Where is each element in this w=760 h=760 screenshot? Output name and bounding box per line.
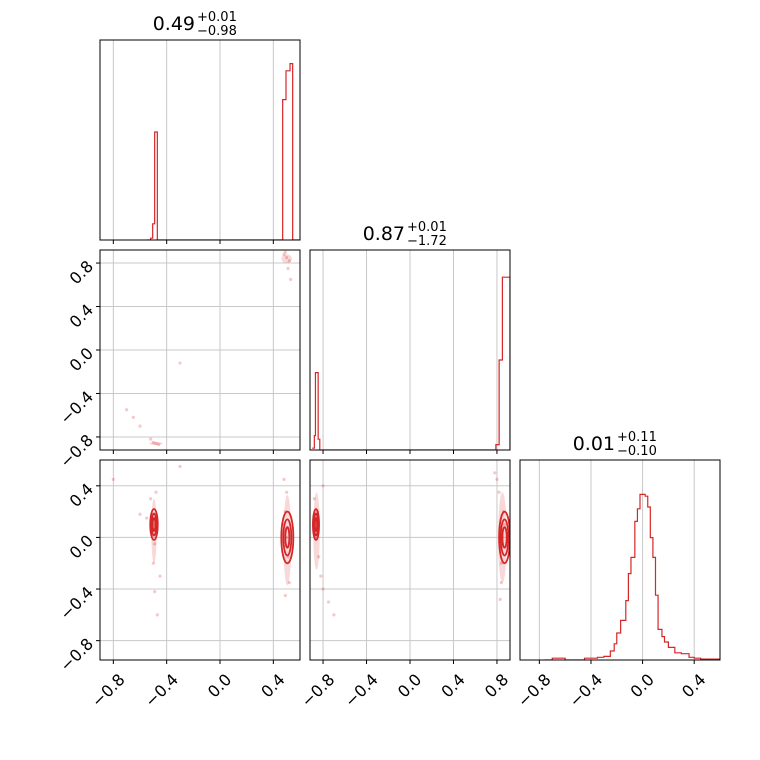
histogram-1 <box>312 276 510 450</box>
x-tick-label: −0.8 <box>88 670 129 711</box>
x-tick-label: −0.4 <box>141 670 182 711</box>
histogram-2 <box>544 493 720 660</box>
scatter-point <box>138 512 142 516</box>
scatter-point <box>178 464 182 469</box>
scatter-point <box>495 477 499 481</box>
title-plus-0: +0.01 <box>197 10 237 25</box>
title-minus-1: −1.72 <box>407 234 447 249</box>
scatter-point <box>497 490 501 494</box>
y-tick-label: −0.8 <box>56 634 97 675</box>
title-value-2: 0.01 <box>573 433 615 455</box>
scatter-point <box>153 542 157 546</box>
scatter-point <box>287 580 291 585</box>
y-tick-label: −0.8 <box>56 431 97 472</box>
contour-line <box>280 510 295 565</box>
scatter-point <box>502 522 507 527</box>
scatter-point <box>138 424 142 428</box>
scatter-point <box>131 415 135 419</box>
contour-line <box>149 508 159 541</box>
scatter-point <box>155 613 159 617</box>
contour-line <box>501 526 508 549</box>
y-tick-label: 0.4 <box>66 300 97 331</box>
x-tick-label: 0.4 <box>678 670 709 701</box>
y-tick-label: 0.0 <box>66 344 97 375</box>
scatter-point <box>289 277 293 281</box>
y-tick-label: −0.4 <box>56 387 97 428</box>
scatter-point <box>286 266 290 271</box>
scatter-point <box>499 580 503 585</box>
x-tick-label: 0.4 <box>257 670 288 701</box>
title-value-0: 0.49 <box>153 13 195 35</box>
contour-line <box>150 512 158 537</box>
x-tick-label: −0.4 <box>341 670 382 711</box>
scatter-point <box>151 440 155 444</box>
scatter-point <box>317 555 321 559</box>
scatter-point <box>287 259 291 263</box>
scatter-point <box>312 497 316 501</box>
scatter-point <box>332 613 336 617</box>
contour-line <box>282 518 293 557</box>
scatter-point <box>154 490 158 494</box>
x-tick-label: 0.0 <box>626 670 657 701</box>
scatter-point <box>319 574 323 578</box>
scatter-point <box>158 574 162 578</box>
scatter-point <box>498 597 502 601</box>
panel-frame <box>99 459 301 661</box>
x-tick-label: −0.8 <box>297 670 338 711</box>
x-tick-label: −0.8 <box>514 670 555 711</box>
title-value-1: 0.87 <box>363 223 405 245</box>
scatter-point <box>326 600 331 604</box>
scatter-point <box>493 471 497 475</box>
x-tick-label: −0.4 <box>565 670 606 711</box>
histogram-0 <box>146 62 300 240</box>
scatter-point <box>153 590 157 594</box>
y-tick-label: −0.4 <box>56 583 97 624</box>
contour-line <box>313 512 319 537</box>
x-tick-label: 0.4 <box>437 670 468 701</box>
contour-line <box>284 526 291 549</box>
scatter-point <box>111 477 115 481</box>
scatter-point <box>499 561 503 565</box>
x-tick-label: 0.8 <box>481 670 512 701</box>
scatter-point <box>154 441 158 446</box>
scatter-point <box>321 484 325 488</box>
panel-frame <box>519 459 721 661</box>
scatter-point <box>149 437 153 441</box>
density-cloud <box>149 441 163 446</box>
x-tick-label: 0.0 <box>204 670 235 701</box>
title-minus-0: −0.98 <box>197 24 237 39</box>
title-plus-1: +0.01 <box>407 220 447 235</box>
density-cloud <box>281 254 292 264</box>
contour-line <box>151 517 157 532</box>
scatter-point <box>283 593 287 598</box>
scatter-point <box>151 561 155 565</box>
scatter-point <box>285 490 289 494</box>
contour-line <box>312 508 320 541</box>
scatter-point <box>149 497 153 501</box>
y-tick-label: 0.4 <box>66 479 97 510</box>
scatter-point <box>282 252 286 256</box>
scatter-point <box>285 256 289 260</box>
x-tick-label: 0.0 <box>394 670 425 701</box>
scatter-point <box>145 516 149 520</box>
title-minus-2: −0.10 <box>617 444 657 459</box>
y-tick-label: 0.8 <box>66 257 97 288</box>
y-tick-label: 0.0 <box>66 531 97 562</box>
scatter-point <box>157 442 161 447</box>
scatter-point <box>178 361 182 365</box>
scatter-point <box>283 250 287 254</box>
scatter-point <box>125 408 129 412</box>
panel-frame <box>99 39 301 241</box>
scatter-point <box>282 477 286 481</box>
scatter-point <box>321 587 325 591</box>
contour-line <box>499 518 510 557</box>
title-plus-2: +0.11 <box>617 430 657 445</box>
